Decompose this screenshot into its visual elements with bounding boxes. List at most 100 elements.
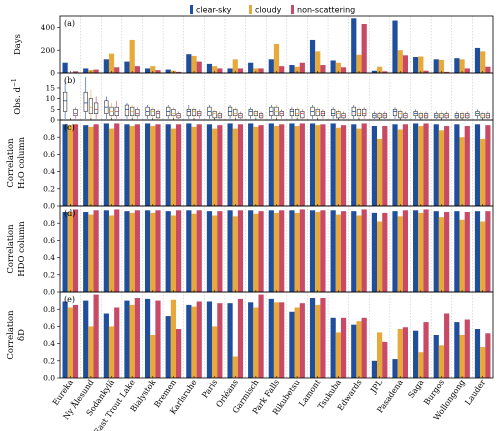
bar-cloudy [294, 307, 300, 378]
bar-non-scattering [93, 124, 99, 206]
bar-non-scattering [217, 125, 223, 206]
bar-clear-sky [454, 58, 460, 73]
bar-clear-sky [227, 303, 233, 378]
bar-cloudy [480, 221, 486, 292]
bar-non-scattering [176, 210, 182, 292]
bar-non-scattering [155, 124, 161, 206]
bar-clear-sky [309, 210, 316, 292]
bar-clear-sky [165, 211, 171, 292]
bar-cloudy [88, 126, 94, 206]
bar-clear-sky [248, 302, 254, 378]
x-tick-label: JPL [368, 377, 384, 395]
box-cloudy [459, 111, 465, 119]
bar-cloudy [232, 356, 238, 378]
box-non-scattering [94, 96, 99, 119]
bar-cloudy [459, 219, 465, 292]
box-non-scattering [485, 111, 490, 119]
box-non-scattering [155, 109, 161, 119]
bar-cloudy [170, 128, 177, 206]
box-non-scattering [465, 111, 470, 119]
bar-non-scattering [402, 124, 409, 206]
legend-entry-clear-sky: clear-sky [190, 5, 232, 15]
bar-non-scattering [72, 71, 79, 73]
y-tick-label: 0.0 [43, 202, 55, 211]
bar-clear-sky [433, 59, 439, 73]
y-axis-label: H₂O column [17, 136, 27, 189]
box-clear-sky [331, 107, 336, 119]
bar-non-scattering [444, 71, 450, 73]
box-cloudy [398, 109, 403, 119]
bar-cloudy [438, 59, 445, 73]
bar-cloudy [273, 43, 280, 73]
box-clear-sky [392, 107, 398, 119]
bar-cloudy [129, 212, 135, 292]
legend-label: cloudy [255, 6, 282, 15]
bar-non-scattering [485, 333, 491, 378]
bar-clear-sky [227, 68, 233, 73]
panel-c: 0.0 0.2 0.4 0.6 0.8 (c) Correlation H₂O column [6, 119, 494, 211]
bar-cloudy [273, 212, 280, 292]
bar-cloudy [315, 125, 321, 206]
bar-clear-sky [392, 359, 398, 378]
panel-label: (e) [64, 295, 75, 304]
bar-cloudy [356, 321, 362, 378]
box-clear-sky [166, 105, 171, 119]
bar-cloudy [418, 126, 424, 206]
bar-non-scattering [134, 66, 140, 73]
box-non-scattering [217, 111, 222, 119]
y-tick-label: 0.0 [43, 288, 55, 297]
bar-non-scattering [176, 124, 182, 206]
bar-clear-sky [371, 70, 377, 73]
y-axis-label: HDO column [17, 221, 27, 277]
y-axis-label: δD [17, 329, 27, 341]
bar-clear-sky [371, 212, 377, 292]
bar-cloudy [232, 216, 238, 292]
bar-cloudy [335, 127, 341, 206]
bar-clear-sky [165, 69, 171, 73]
bar-cloudy [315, 212, 321, 292]
box-non-scattering [176, 111, 181, 119]
bar-clear-sky [413, 210, 419, 292]
bar-clear-sky [103, 210, 109, 292]
bar-non-scattering [134, 210, 140, 292]
bar-cloudy [356, 128, 362, 206]
bar-clear-sky [330, 123, 336, 206]
bar-non-scattering [93, 210, 99, 292]
bar-cloudy [212, 128, 218, 206]
bar-clear-sky [351, 324, 357, 378]
bar-clear-sky [124, 300, 130, 378]
bar-non-scattering [402, 327, 409, 378]
x-tick-label: Paris [200, 378, 219, 400]
bar-non-scattering [279, 124, 285, 206]
legend-swatch [291, 5, 294, 14]
bar-non-scattering [423, 322, 429, 378]
bar-cloudy [108, 53, 115, 73]
bar-clear-sky [351, 124, 357, 206]
bar-cloudy [335, 62, 341, 73]
y-tick-label: 15 [45, 84, 55, 93]
bar-clear-sky [330, 210, 336, 292]
bar-cloudy [129, 304, 135, 378]
bar-cloudy [438, 130, 445, 206]
legend-swatch [190, 5, 193, 14]
bar-non-scattering [72, 209, 79, 292]
y-tick-label: 400 [41, 23, 56, 32]
bar-clear-sky [206, 63, 213, 73]
y-tick-label: 0.4 [43, 167, 55, 176]
bar-non-scattering [237, 68, 244, 73]
bar-clear-sky [62, 124, 68, 206]
bar-non-scattering [423, 70, 429, 73]
bar-non-scattering [320, 210, 326, 292]
legend-label: clear-sky [196, 6, 232, 15]
bar-non-scattering [299, 123, 305, 206]
bar-non-scattering [402, 210, 409, 292]
box-cloudy [480, 111, 485, 119]
box-non-scattering [341, 111, 346, 119]
bar-clear-sky [103, 59, 109, 73]
bar-cloudy [438, 345, 445, 378]
bar-non-scattering [444, 212, 450, 292]
bar-non-scattering [423, 209, 429, 292]
box-clear-sky [104, 96, 109, 119]
bar-non-scattering [176, 328, 182, 378]
